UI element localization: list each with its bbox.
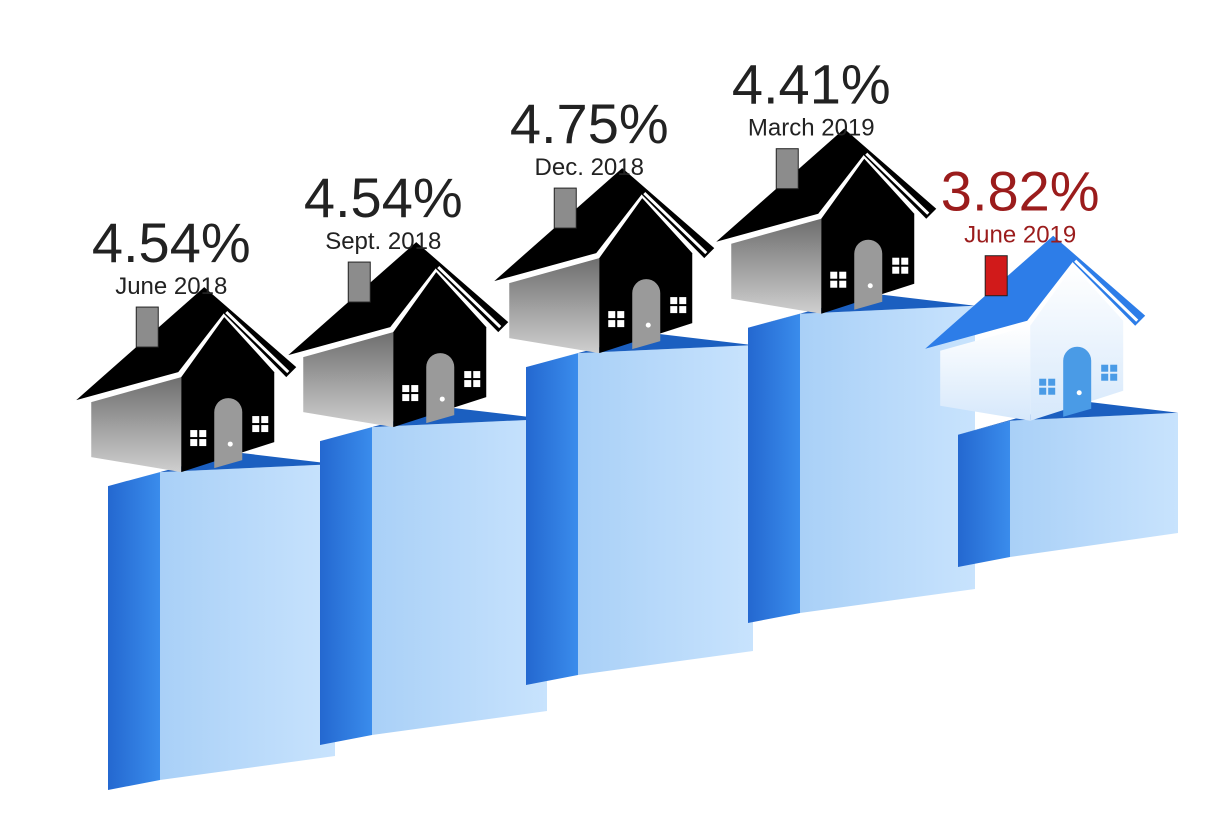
house-icon-highlight bbox=[925, 235, 1146, 421]
bar-top-4 bbox=[748, 293, 975, 328]
bar-top-2 bbox=[320, 407, 547, 442]
bar-top-5 bbox=[958, 400, 1178, 435]
date-label-1: June 2018 bbox=[115, 273, 227, 300]
bar-front-3 bbox=[578, 345, 753, 675]
bar-top-3 bbox=[526, 333, 753, 368]
rate-label-2: 4.54% bbox=[304, 166, 463, 229]
rate-label-1: 4.54% bbox=[92, 211, 251, 274]
bar-front-4 bbox=[800, 305, 975, 613]
house-icon bbox=[716, 128, 937, 314]
bar-side-5 bbox=[958, 420, 1010, 567]
bar-front-1 bbox=[160, 464, 335, 780]
bar-group-1: 4.54%June 2018 bbox=[76, 211, 335, 790]
rate-label-5: 3.82% bbox=[941, 160, 1100, 223]
house-icon bbox=[494, 168, 715, 354]
bar-group-5: 3.82%June 2019 bbox=[925, 160, 1178, 567]
bar-side-4 bbox=[748, 313, 800, 623]
bar-side-2 bbox=[320, 427, 372, 745]
date-label-4: March 2019 bbox=[748, 115, 875, 142]
date-label-5: June 2019 bbox=[964, 222, 1076, 249]
bar-group-2: 4.54%Sept. 2018 bbox=[288, 166, 547, 745]
date-label-3: Dec. 2018 bbox=[535, 154, 644, 181]
rate-label-3: 4.75% bbox=[510, 92, 669, 155]
rate-label-4: 4.41% bbox=[732, 53, 891, 116]
date-label-2: Sept. 2018 bbox=[325, 228, 441, 255]
bar-front-2 bbox=[372, 419, 547, 735]
house-icon bbox=[288, 242, 509, 428]
bar-group-4: 4.41%March 2019 bbox=[716, 53, 975, 623]
bar-side-3 bbox=[526, 353, 578, 685]
bar-group-3: 4.75%Dec. 2018 bbox=[494, 92, 753, 685]
house-icon bbox=[76, 287, 297, 473]
bar-front-5 bbox=[1010, 412, 1178, 557]
bar-top-1 bbox=[108, 452, 335, 487]
bar-side-1 bbox=[108, 472, 160, 790]
